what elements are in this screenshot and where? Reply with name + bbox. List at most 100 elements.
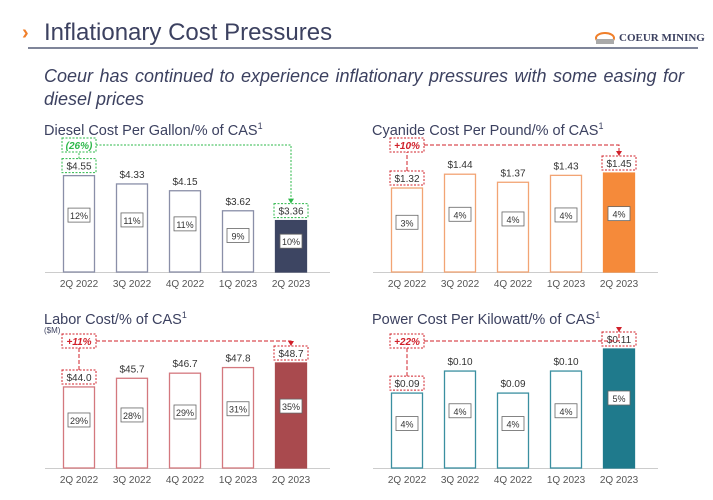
- category-label: 3Q 2022: [441, 279, 480, 290]
- pct-of-cas-label: 28%: [123, 411, 141, 421]
- category-label: 1Q 2023: [219, 279, 258, 290]
- category-label: 2Q 2023: [272, 279, 311, 290]
- value-label-box: [273, 203, 309, 219]
- pct-label-box: [279, 233, 303, 249]
- value-label: $0.10: [447, 357, 472, 368]
- pct-of-cas-label: 31%: [229, 405, 247, 415]
- pct-label-box: [173, 404, 197, 420]
- pct-label-box: [67, 207, 91, 223]
- category-label: 2Q 2022: [388, 279, 427, 290]
- pct-of-cas-label: 10%: [282, 237, 300, 247]
- bar: [602, 348, 636, 469]
- power-chart: 4% $0.09 2Q 2022 4% $0.10 3Q 2022 4% $0.09 4Q 20…: [373, 327, 658, 486]
- bar: [443, 173, 477, 273]
- category-label: 4Q 2022: [494, 475, 533, 486]
- category-label: 4Q 2022: [166, 475, 205, 486]
- pct-label-box: [120, 407, 144, 423]
- pct-of-cas-label: 5%: [612, 394, 625, 404]
- value-label: $46.7: [172, 359, 197, 370]
- subtitle: Coeur has continued to experience inflat…: [44, 66, 684, 109]
- value-label: $3.36: [278, 207, 303, 218]
- category-label: 1Q 2023: [547, 475, 586, 486]
- pct-label-box: [395, 416, 419, 431]
- bar: [221, 366, 255, 469]
- footnote-marker: 1: [595, 310, 601, 320]
- change-label-box: [61, 137, 97, 153]
- pct-label-box: [67, 412, 91, 428]
- value-label: $48.7: [278, 349, 303, 360]
- bar: [549, 370, 583, 469]
- title-text: Diesel Cost Per Gallon/% of CAS: [44, 122, 258, 139]
- pct-label-box: [120, 212, 144, 228]
- footnote-marker: 1: [598, 121, 604, 131]
- footnote-marker: 1: [257, 121, 263, 131]
- category-label: 4Q 2022: [166, 279, 205, 290]
- bar: [115, 377, 149, 469]
- bar: [602, 172, 636, 273]
- title-text: Labor Cost/% of CAS: [44, 311, 182, 328]
- value-label: $44.0: [66, 373, 91, 384]
- chevron-icon: ›: [22, 22, 29, 44]
- value-label-box: [389, 375, 425, 391]
- pct-label-box: [607, 206, 631, 222]
- pct-label-box: [501, 416, 525, 431]
- change-connector: [78, 144, 292, 200]
- change-label: (26%): [66, 141, 93, 152]
- pct-label-box: [607, 390, 631, 406]
- bar: [168, 372, 202, 469]
- bar: [62, 174, 96, 273]
- footnote-marker: 1: [181, 310, 187, 320]
- bar: [62, 386, 96, 469]
- bar: [115, 183, 149, 273]
- pct-label-box: [554, 207, 578, 223]
- arrow-head-icon: [616, 327, 622, 333]
- value-label-box: [601, 331, 637, 347]
- bar: [443, 370, 477, 469]
- value-label: $47.8: [225, 354, 250, 365]
- title-text: Power Cost Per Kilowatt/% of CAS: [372, 311, 596, 328]
- change-label: +10%: [394, 141, 420, 152]
- category-label: 3Q 2022: [113, 279, 152, 290]
- change-connector: [406, 144, 620, 172]
- category-label: 4Q 2022: [494, 279, 533, 290]
- arrow-head-icon: [288, 198, 294, 204]
- pct-of-cas-label: 29%: [176, 408, 194, 418]
- pct-of-cas-label: 4%: [453, 210, 466, 220]
- pct-label-box: [279, 398, 303, 414]
- title-divider: [28, 47, 698, 49]
- value-label: $1.45: [606, 159, 631, 170]
- pct-label-box: [226, 401, 250, 417]
- pct-of-cas-label: 4%: [559, 407, 572, 417]
- value-label-box: [61, 369, 97, 385]
- bar: [390, 187, 424, 273]
- pct-label-box: [173, 216, 197, 232]
- category-label: 2Q 2023: [600, 475, 639, 486]
- pct-label-box: [554, 403, 578, 419]
- bar: [496, 181, 530, 273]
- change-label: +11%: [66, 337, 91, 348]
- chart-title-cyanide: Cyanide Cost Per Pound/% of CAS1: [372, 121, 604, 139]
- change-label-box: [389, 137, 425, 153]
- category-label: 1Q 2023: [547, 279, 586, 290]
- unit-label: ($M): [44, 326, 61, 335]
- pct-label-box: [501, 211, 525, 227]
- change-label-box: [389, 333, 425, 349]
- value-label: $4.15: [172, 177, 197, 188]
- value-label: $0.10: [553, 357, 578, 368]
- pct-of-cas-label: 4%: [453, 407, 466, 417]
- value-label: $4.55: [66, 162, 91, 173]
- category-label: 2Q 2023: [600, 279, 639, 290]
- value-label-box: [61, 158, 97, 174]
- pct-of-cas-label: 4%: [612, 210, 625, 220]
- chart-title-labor: Labor Cost/% of CAS1: [44, 310, 187, 328]
- category-label: 1Q 2023: [219, 475, 258, 486]
- chart-title-power: Power Cost Per Kilowatt/% of CAS1: [372, 310, 600, 328]
- change-label: +22%: [394, 337, 420, 348]
- value-label-box: [389, 170, 425, 186]
- logo-text: COEUR MINING: [619, 32, 705, 44]
- pct-of-cas-label: 11%: [123, 216, 140, 226]
- category-label: 2Q 2022: [388, 475, 427, 486]
- value-label: $1.43: [553, 161, 578, 172]
- category-label: 3Q 2022: [441, 475, 480, 486]
- pct-of-cas-label: 3%: [400, 218, 413, 228]
